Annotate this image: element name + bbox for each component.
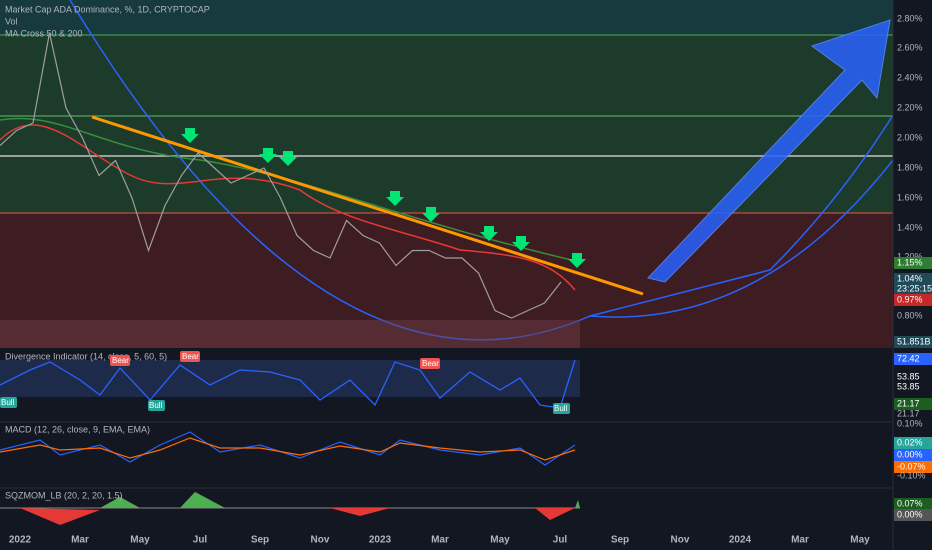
divergence-line <box>0 359 576 409</box>
price-tick: 2.20% <box>897 102 923 112</box>
time-tick: May <box>490 535 510 546</box>
ma-50 <box>0 124 576 291</box>
zone-green <box>0 35 893 213</box>
title: Market Cap ADA Dominance, %, 1D, CRYPTOC… <box>5 4 210 14</box>
histogram <box>100 492 580 508</box>
zone-top <box>0 0 893 35</box>
time-tick: 2023 <box>369 535 392 546</box>
panel-label: 0.00% <box>897 509 923 519</box>
panel-badge <box>894 498 932 510</box>
price-line <box>0 32 562 319</box>
price-badge-text: 0.97% <box>897 294 923 304</box>
panel-label: -0.10% <box>897 470 926 480</box>
price-tick: 2.60% <box>897 42 923 52</box>
panel-badge <box>894 509 932 521</box>
price-badge <box>894 294 932 306</box>
panel-label: 53.85 <box>897 381 920 391</box>
time-tick: 2022 <box>9 535 32 546</box>
time-tick: Jul <box>553 535 568 546</box>
bear-text: Bear <box>182 352 199 361</box>
panel-label: 0.02% <box>897 437 923 447</box>
bear-tag <box>180 351 200 362</box>
price-tick: 1.80% <box>897 162 923 172</box>
price-badge <box>894 273 932 285</box>
bull-text: Bull <box>1 398 15 407</box>
arrow <box>647 19 891 283</box>
time-tick: Nov <box>671 535 690 546</box>
bull-tag <box>0 397 17 408</box>
panel-label: 21.17 <box>897 408 920 418</box>
price-badge <box>894 257 932 269</box>
trendline <box>91 115 644 296</box>
time-tick: May <box>130 535 150 546</box>
bull-tag <box>148 400 165 411</box>
bear-tag <box>110 355 130 366</box>
panel-label: -0.07% <box>897 461 926 471</box>
price-badge <box>894 283 932 295</box>
price-badge <box>894 336 932 348</box>
price-tick: 2.40% <box>897 72 923 82</box>
panel-label: 0.00% <box>897 449 923 459</box>
price-badge-text: 23:25:15 <box>897 283 932 293</box>
panel-title: Divergence Indicator (14, close, 5, 60, … <box>5 351 167 361</box>
time-tick: Sep <box>611 535 629 546</box>
time-tick: Mar <box>71 535 89 546</box>
panel-label: 72.42 <box>897 353 920 363</box>
panel-badge <box>894 353 932 365</box>
volume <box>0 320 580 348</box>
time-tick: May <box>850 535 870 546</box>
curve <box>589 159 894 318</box>
bull-text: Bull <box>149 401 163 410</box>
price-badge-text: 1.15% <box>897 257 923 267</box>
signal-arrows <box>181 128 586 268</box>
panel-badge <box>894 437 932 449</box>
vol: Vol <box>5 16 18 26</box>
time-tick: Mar <box>791 535 809 546</box>
price-tick: 0.80% <box>897 310 923 320</box>
panel-label: 0.10% <box>897 418 923 428</box>
price-tick: 2.80% <box>897 13 923 23</box>
bull-tag <box>553 403 570 414</box>
panel-title: SQZMOM_LB (20, 2, 20, 1.5) <box>5 490 123 500</box>
signal-line <box>0 437 576 461</box>
price-tick: 2.00% <box>897 132 923 142</box>
panel-label: 53.85 <box>897 371 920 381</box>
panel-badge <box>894 461 932 473</box>
time-tick: 2024 <box>729 535 752 546</box>
panel-badge <box>894 449 932 461</box>
time-tick: Jul <box>193 535 208 546</box>
time-tick: Nov <box>311 535 330 546</box>
bear-tag <box>420 358 440 369</box>
time-tick: Sep <box>251 535 269 546</box>
price-badge-text: 1.04% <box>897 273 923 283</box>
panel-badge <box>894 398 932 410</box>
price-tick: 1.60% <box>897 192 923 202</box>
panel-label: 0.07% <box>897 498 923 508</box>
price-tick: 1.20% <box>897 251 923 261</box>
price-tick: 1.40% <box>897 222 923 232</box>
bear-text: Bear <box>112 356 129 365</box>
bull-text: Bull <box>554 404 568 413</box>
ma-200 <box>0 117 581 263</box>
band <box>0 360 580 397</box>
price-badge-text: 51.851B <box>897 336 931 346</box>
ma-label: MA Cross 50 & 200 <box>5 28 83 38</box>
panel-label: 21.17 <box>897 398 920 408</box>
panel-title: MACD (12, 26, close, 9, EMA, EMA) <box>5 424 150 434</box>
bear-text: Bear <box>422 359 439 368</box>
time-tick: Mar <box>431 535 449 546</box>
